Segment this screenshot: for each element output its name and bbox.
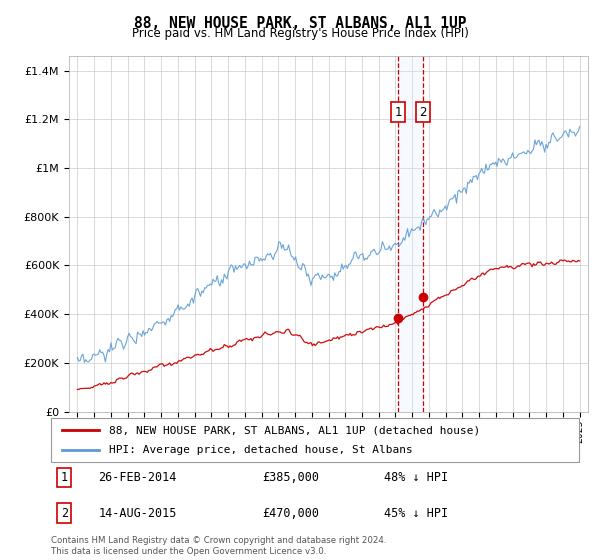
- Text: Contains HM Land Registry data © Crown copyright and database right 2024.
This d: Contains HM Land Registry data © Crown c…: [51, 536, 386, 556]
- Text: 1: 1: [394, 105, 402, 119]
- Text: 45% ↓ HPI: 45% ↓ HPI: [383, 507, 448, 520]
- Text: HPI: Average price, detached house, St Albans: HPI: Average price, detached house, St A…: [109, 445, 413, 455]
- FancyBboxPatch shape: [51, 418, 579, 462]
- Text: 88, NEW HOUSE PARK, ST ALBANS, AL1 1UP: 88, NEW HOUSE PARK, ST ALBANS, AL1 1UP: [134, 16, 466, 31]
- Text: 88, NEW HOUSE PARK, ST ALBANS, AL1 1UP (detached house): 88, NEW HOUSE PARK, ST ALBANS, AL1 1UP (…: [109, 425, 481, 435]
- Text: £470,000: £470,000: [262, 507, 319, 520]
- Text: 14-AUG-2015: 14-AUG-2015: [98, 507, 177, 520]
- Text: 2: 2: [419, 105, 427, 119]
- Text: 1: 1: [61, 471, 68, 484]
- Text: 48% ↓ HPI: 48% ↓ HPI: [383, 471, 448, 484]
- Text: 26-FEB-2014: 26-FEB-2014: [98, 471, 177, 484]
- Bar: [398, 56, 422, 412]
- Text: 2: 2: [61, 507, 68, 520]
- Text: £385,000: £385,000: [262, 471, 319, 484]
- Text: Price paid vs. HM Land Registry's House Price Index (HPI): Price paid vs. HM Land Registry's House …: [131, 27, 469, 40]
